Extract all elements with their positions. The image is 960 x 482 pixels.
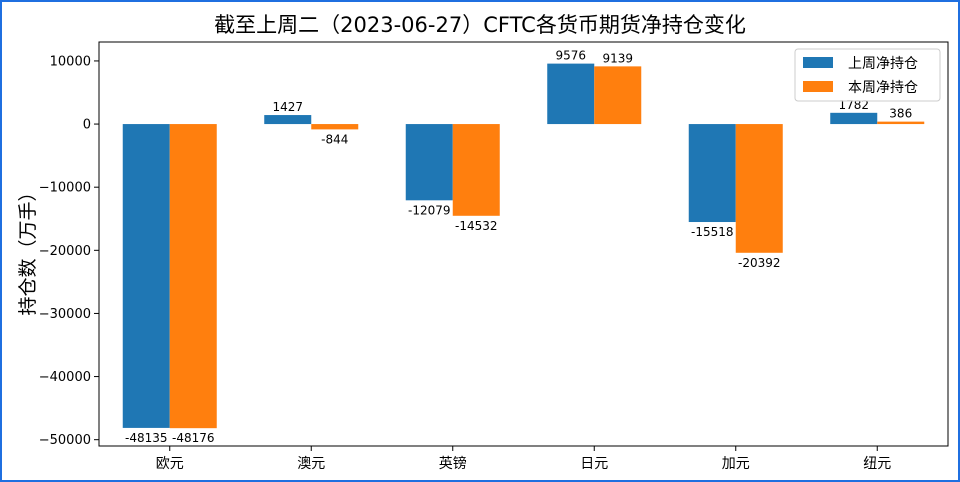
x-tick-label: 日元 bbox=[580, 456, 608, 472]
bar-this-week bbox=[594, 66, 642, 125]
y-tick-label: −10000 bbox=[39, 181, 91, 196]
legend-swatch-last-week bbox=[803, 57, 833, 68]
bar-this-week bbox=[452, 124, 500, 216]
chart-title: 截至上周二（2023-06-27）CFTC各货币期货净持仓变化 bbox=[214, 13, 746, 37]
x-tick-label: 加元 bbox=[722, 456, 750, 472]
x-axis-ticks: 欧元 澳元 英镑 日元 加元 纽元 bbox=[156, 446, 891, 472]
data-label: 9576 bbox=[555, 49, 586, 63]
data-label: -14532 bbox=[455, 219, 498, 233]
bar-last-week bbox=[830, 112, 878, 125]
data-label: -12079 bbox=[408, 203, 451, 217]
data-label: 9139 bbox=[602, 51, 633, 65]
x-tick-label: 英镑 bbox=[439, 455, 467, 472]
bar-last-week bbox=[122, 124, 170, 428]
y-tick-label: −30000 bbox=[39, 307, 91, 322]
y-tick-label: 0 bbox=[83, 118, 91, 133]
data-label: -48176 bbox=[172, 431, 215, 445]
x-tick-label: 纽元 bbox=[863, 456, 891, 472]
y-axis-label: 持仓数（万手） bbox=[17, 182, 39, 315]
data-label: -20392 bbox=[738, 256, 781, 270]
plot-area bbox=[98, 41, 949, 447]
bar-last-week bbox=[405, 124, 453, 201]
y-tick-label: −20000 bbox=[39, 244, 91, 259]
y-axis-ticks: 10000 0 −10000 −20000 −30000 −40000 −50000 bbox=[39, 54, 99, 448]
data-label: 386 bbox=[889, 107, 912, 121]
bar-this-week bbox=[877, 121, 925, 125]
bar-this-week bbox=[735, 124, 783, 253]
x-tick-label: 澳元 bbox=[297, 456, 325, 472]
x-tick-label: 欧元 bbox=[156, 456, 184, 472]
bars-group bbox=[122, 63, 925, 429]
data-label: -844 bbox=[321, 132, 348, 146]
legend-swatch-this-week bbox=[803, 81, 833, 92]
y-tick-label: −40000 bbox=[39, 370, 91, 385]
legend-label-this-week: 本周净持仓 bbox=[848, 80, 918, 96]
bar-last-week bbox=[547, 63, 595, 125]
y-tick-label: −50000 bbox=[39, 433, 91, 448]
y-tick-label: 10000 bbox=[50, 54, 91, 69]
bar-last-week bbox=[264, 115, 312, 125]
legend: 上周净持仓 本周净持仓 bbox=[794, 48, 941, 102]
bar-this-week bbox=[169, 124, 217, 429]
data-label: -15518 bbox=[691, 225, 734, 239]
legend-label-last-week: 上周净持仓 bbox=[848, 56, 918, 72]
data-label: 1427 bbox=[272, 100, 303, 114]
data-labels: -48135 -48176 1427 -844 -12079 -14532 9576 9139… bbox=[125, 49, 912, 446]
bar-this-week bbox=[311, 124, 359, 130]
data-label: -48135 bbox=[125, 431, 168, 445]
bar-last-week bbox=[688, 124, 736, 223]
